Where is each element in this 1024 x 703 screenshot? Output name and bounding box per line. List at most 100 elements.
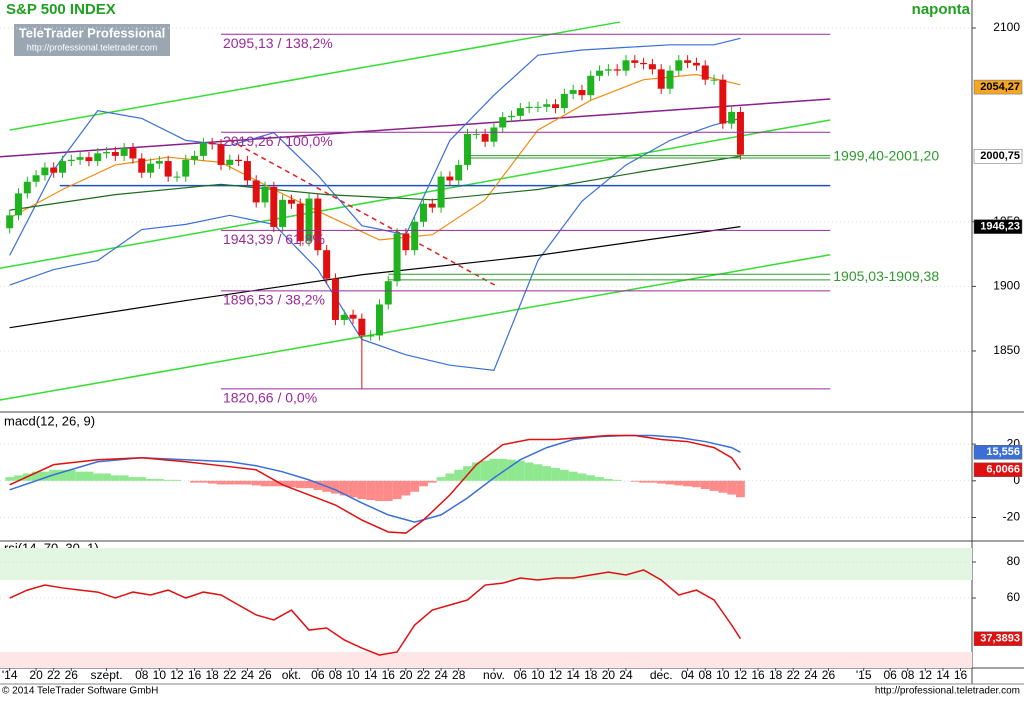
candle-body <box>173 176 181 178</box>
line <box>9 434 741 523</box>
x-tick-label: 18 <box>584 668 598 682</box>
x-tick-label: nov. <box>483 668 505 682</box>
candle-body <box>543 104 551 107</box>
histogram-bar <box>674 480 684 486</box>
price-tag <box>973 79 1023 95</box>
histogram-bar <box>154 478 164 481</box>
histogram-bar <box>639 480 648 483</box>
candle-body <box>182 159 190 177</box>
candle-body <box>587 75 595 96</box>
candle-body <box>446 176 454 181</box>
candle-body <box>631 60 639 63</box>
y-tick-label: 2100 <box>993 20 1020 34</box>
candle-body <box>243 161 251 181</box>
candle-body <box>455 164 463 181</box>
support-label: 1999,40-2001,20 <box>833 148 939 164</box>
line <box>9 226 741 329</box>
candle-body <box>129 148 137 159</box>
candle-body <box>375 304 383 336</box>
candle-body <box>640 62 648 65</box>
histogram-bar <box>146 478 155 481</box>
y-tick-label: -20 <box>1003 510 1021 524</box>
x-tick-label: 18 <box>769 668 783 682</box>
candle-body <box>50 167 58 173</box>
x-tick-label: 22 <box>223 668 237 682</box>
candle-body <box>226 159 234 165</box>
x-tick-label: 20 <box>399 668 413 682</box>
candle-body <box>604 69 612 71</box>
price-tag-label: 6,0066 <box>986 464 1020 476</box>
histogram-bar <box>683 480 693 487</box>
candle-body <box>437 176 445 208</box>
line <box>0 119 831 270</box>
candle-body <box>508 115 516 118</box>
x-tick-label: '14 <box>2 668 18 682</box>
fib-label: 2095,13 / 138,2% <box>223 35 333 51</box>
histogram-bar <box>58 469 67 481</box>
price-tag <box>973 219 1023 234</box>
candle-body <box>411 221 419 251</box>
logo-box <box>14 24 170 56</box>
histogram-bar <box>392 480 402 500</box>
candle-body <box>657 69 665 89</box>
candle-body <box>103 152 111 154</box>
candle-body <box>32 175 40 182</box>
candle-body <box>305 198 313 242</box>
histogram-bar <box>287 480 296 488</box>
x-tick-label: 22 <box>787 668 801 682</box>
histogram-bar <box>128 477 138 481</box>
histogram-bar <box>75 471 85 481</box>
panel-title: macd(12, 26, 9) <box>4 413 95 428</box>
candle-body <box>569 90 577 94</box>
histogram-bar <box>498 458 508 481</box>
histogram-bar <box>190 480 199 483</box>
candle-body <box>736 111 744 155</box>
histogram-bar <box>5 477 15 481</box>
candle-body <box>525 106 533 109</box>
candle-body <box>349 314 357 319</box>
x-tick-label: 24 <box>241 668 255 682</box>
x-tick-label: 28 <box>452 668 466 682</box>
candle-body <box>14 193 22 216</box>
candle-body <box>164 161 172 177</box>
x-tick-label: 12 <box>919 668 933 682</box>
candle-body <box>314 198 322 251</box>
histogram-bar <box>454 469 464 481</box>
candle-body <box>622 60 630 71</box>
histogram-bar <box>66 469 76 481</box>
histogram-bar <box>586 475 596 481</box>
y-tick-label: 60 <box>1007 590 1021 604</box>
chart-title: S&P 500 INDEX <box>6 1 116 18</box>
x-tick-label: 08 <box>329 668 343 682</box>
histogram-bar <box>331 480 340 494</box>
candle-body <box>596 70 604 76</box>
histogram-bar <box>542 466 552 481</box>
histogram-bar <box>603 478 613 481</box>
x-tick-label: 10 <box>531 668 545 682</box>
candle-body <box>490 127 498 142</box>
candle-body <box>279 199 287 227</box>
x-tick-label: 16 <box>382 668 396 682</box>
candle-body <box>331 278 339 320</box>
x-tick-label: 20 <box>29 668 43 682</box>
fib-label: 1820,66 / 0,0% <box>223 390 317 406</box>
histogram-bar <box>700 480 710 490</box>
logo-url: http://professional.teletrader.com <box>27 42 158 52</box>
price-tag-label: 15,556 <box>986 446 1020 458</box>
x-tick-label: 06 <box>514 668 528 682</box>
price-tag-label: 2000,75 <box>980 150 1020 162</box>
x-tick-label: 12 <box>170 668 184 682</box>
oversold-zone <box>0 651 972 668</box>
candle-body <box>419 203 427 222</box>
histogram-bar <box>471 462 481 481</box>
x-tick-label: 26 <box>65 668 79 682</box>
x-tick-label: 22 <box>47 668 61 682</box>
candle-body <box>23 181 31 194</box>
histogram-bar <box>401 480 411 496</box>
histogram-bar <box>93 473 103 481</box>
histogram-bar <box>119 475 129 481</box>
histogram-bar <box>31 471 41 481</box>
fib-label: 2019,26 / 100,0% <box>223 133 333 149</box>
line <box>9 434 742 534</box>
